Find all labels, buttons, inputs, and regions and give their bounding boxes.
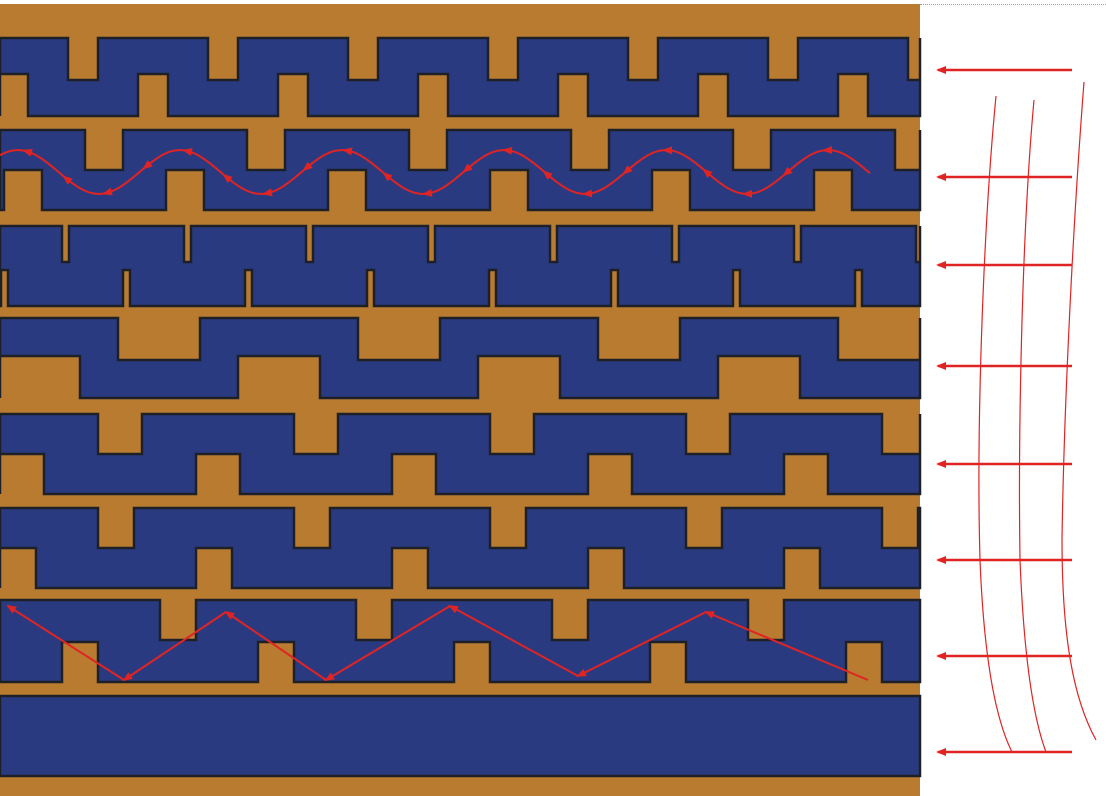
wavy-flow-arrowhead [462, 163, 473, 173]
zigzag-flow-segment [448, 605, 579, 677]
wavy-flow-arrowhead [782, 166, 793, 177]
channel-rows [0, 36, 922, 778]
image-border-dotted [920, 4, 1106, 5]
wavy-flow-arrowhead [342, 147, 353, 156]
channel-row-8 [0, 694, 922, 778]
flow-profile-line [978, 95, 1013, 753]
wavy-flow-arrowhead [142, 160, 153, 170]
wavy-flow-arrowhead [102, 187, 113, 196]
flow-profile-line [1018, 99, 1047, 753]
flow-profile-line [1061, 81, 1097, 741]
wavy-flow-arrowhead [302, 161, 313, 172]
wavy-flow-arrowhead [382, 172, 393, 182]
flow-profile-lines [978, 81, 1097, 753]
wavy-flow-arrowhead [622, 165, 633, 175]
zigzag-flow-segment [224, 610, 327, 681]
channel-row-1 [0, 36, 922, 118]
wavy-flow-arrowhead [502, 146, 513, 155]
wavy-flow-arrowhead [262, 188, 273, 197]
zigzag-flow-segment [704, 611, 869, 681]
channel-row-2 [0, 128, 922, 212]
wavy-flow-arrowhead [542, 170, 553, 180]
channel-row-3 [0, 224, 922, 308]
zigzag-flow-segment [122, 611, 227, 682]
wavy-flow-arrowhead [62, 175, 73, 185]
wavy-flow-arrowhead [22, 148, 33, 157]
wavy-flow-arrowhead [222, 173, 233, 184]
wavy-flow-arrowhead [702, 168, 713, 179]
channel-row-4 [0, 316, 922, 400]
wavy-flow-arrowhead [422, 188, 433, 197]
flow-overlays [0, 146, 871, 682]
zigzag-flow-segment [6, 604, 125, 681]
zigzag-flow-segment [324, 605, 451, 682]
channel-row-5 [0, 412, 922, 496]
zigzag-flow-segment [576, 611, 707, 677]
channel-row-6 [0, 506, 922, 590]
inflow-arrows [936, 66, 1072, 756]
wavy-flow-arrowhead [182, 148, 193, 156]
